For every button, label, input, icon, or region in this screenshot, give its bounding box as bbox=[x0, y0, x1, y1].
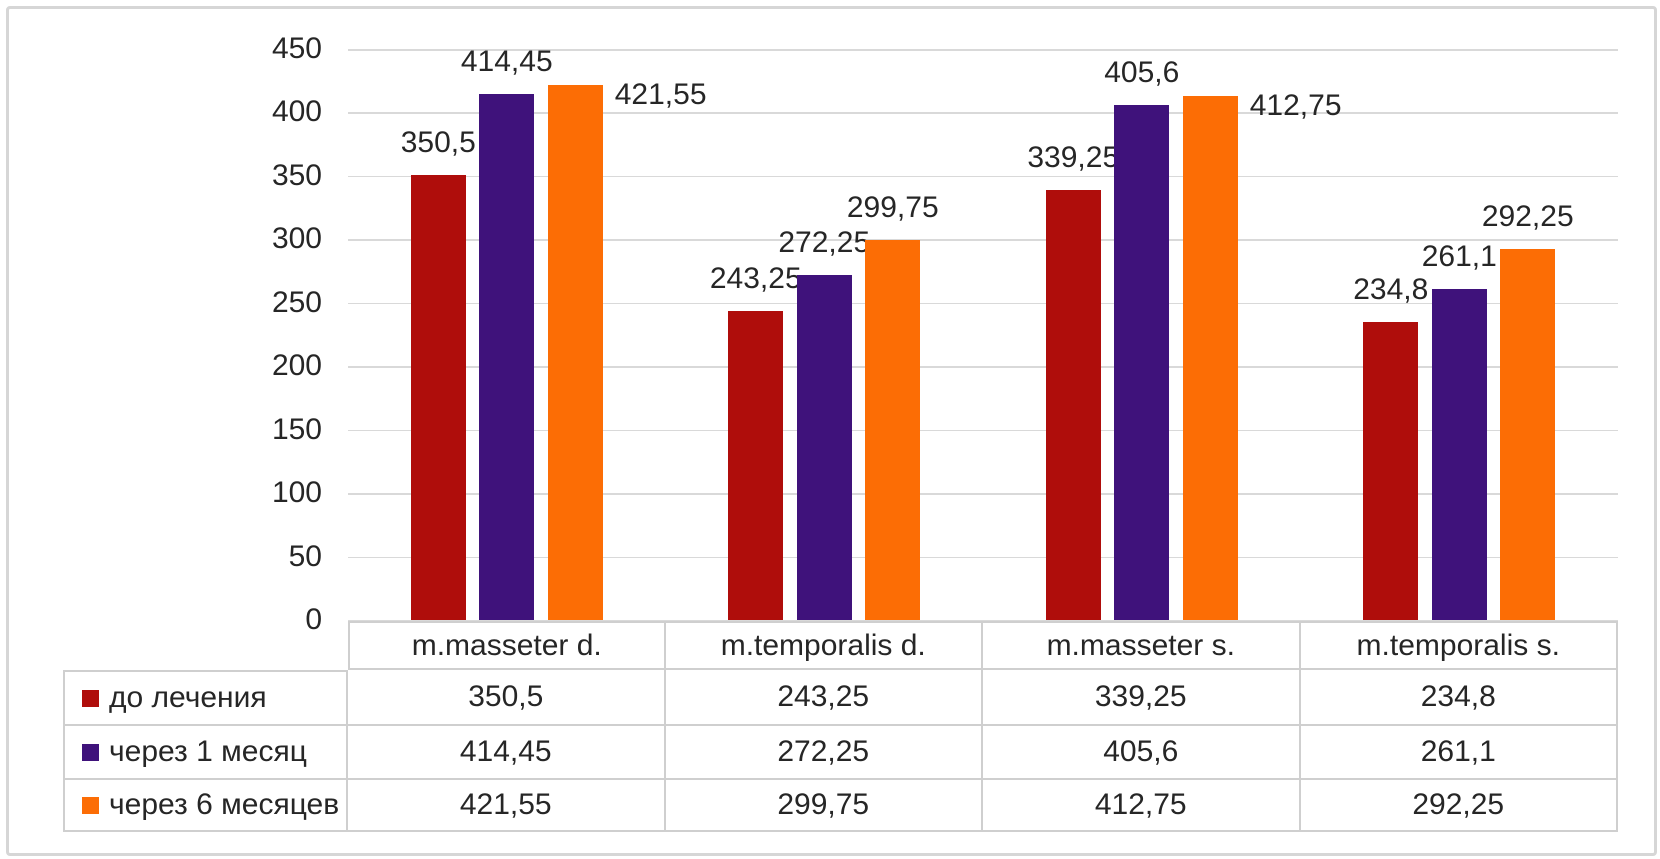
table-header-cell: m.masseter s. bbox=[983, 621, 1301, 670]
bar-series3-m-temporalis-d- bbox=[865, 239, 921, 620]
bar-value-label: 414,45 bbox=[460, 45, 553, 79]
bar-value-label: 299,75 bbox=[846, 190, 939, 224]
table-value-cell: 299,75 bbox=[665, 780, 983, 832]
bar-value-label: 292,25 bbox=[1481, 200, 1574, 234]
bar-series2-m-temporalis-d- bbox=[796, 274, 852, 620]
bar-value-label: 405,6 bbox=[1104, 56, 1180, 90]
table-header-cell: m.temporalis d. bbox=[665, 621, 983, 670]
bar-series3-m-masseter-d- bbox=[547, 85, 603, 620]
table-value-cell: 350,5 bbox=[348, 670, 666, 726]
bar-value-label: 234,8 bbox=[1353, 273, 1429, 307]
bar-series1-m-temporalis-d- bbox=[728, 311, 784, 620]
table-value-cell: 272,25 bbox=[665, 726, 983, 780]
y-axis-tick-label: 150 bbox=[271, 412, 322, 446]
bar-series1-m-masseter-d- bbox=[410, 175, 466, 620]
table-value-cell: 234,8 bbox=[1300, 670, 1618, 726]
table-header-cell: m.masseter d. bbox=[348, 621, 666, 670]
gridline bbox=[348, 175, 1618, 178]
gridline bbox=[348, 556, 1618, 559]
series-color-swatch-icon bbox=[82, 689, 99, 707]
legend-series-name: до лечения bbox=[109, 681, 267, 714]
series-color-swatch-icon bbox=[82, 796, 99, 814]
table-value-cell: 243,25 bbox=[665, 670, 983, 726]
legend-series-name: через 6 месяцев bbox=[109, 788, 340, 821]
gridline bbox=[348, 429, 1618, 432]
bar-value-label: 421,55 bbox=[614, 78, 707, 112]
bar-series3-m-temporalis-s- bbox=[1500, 249, 1556, 620]
table-value-cell: 261,1 bbox=[1300, 726, 1618, 780]
bar-value-label: 261,1 bbox=[1421, 239, 1497, 273]
table-header-cell: m.temporalis s. bbox=[1300, 621, 1618, 670]
gridline bbox=[348, 112, 1618, 114]
gridline bbox=[348, 302, 1618, 305]
bar-series1-m-temporalis-s- bbox=[1363, 322, 1419, 620]
y-axis-tick-label: 200 bbox=[271, 349, 322, 383]
bar-series2-m-masseter-d- bbox=[479, 94, 535, 620]
y-axis-tick-label: 0 bbox=[305, 603, 322, 636]
y-axis-tick-label: 350 bbox=[271, 158, 322, 192]
series-color-swatch-icon bbox=[82, 743, 99, 761]
gridline bbox=[348, 366, 1618, 368]
table-value-cell: 421,55 bbox=[348, 780, 666, 832]
bar-value-label: 243,25 bbox=[709, 262, 802, 296]
y-axis-tick-label: 250 bbox=[271, 285, 322, 319]
table-value-cell: 412,75 bbox=[983, 780, 1301, 832]
bar-series3-m-masseter-s- bbox=[1182, 96, 1238, 620]
gridline bbox=[348, 239, 1618, 241]
table-value-cell: 414,45 bbox=[348, 726, 666, 780]
bar-value-label: 339,25 bbox=[1027, 140, 1120, 174]
legend-row-label: через 6 месяцев bbox=[63, 780, 348, 832]
y-axis-tick-label: 300 bbox=[271, 222, 322, 256]
y-axis-tick-label: 450 bbox=[271, 32, 322, 65]
bar-value-label: 350,5 bbox=[400, 126, 476, 160]
bar-series2-m-temporalis-s- bbox=[1431, 288, 1487, 620]
legend-row-label: до лечения bbox=[63, 670, 348, 726]
bar-value-label: 412,75 bbox=[1249, 89, 1342, 123]
table-value-cell: 405,6 bbox=[983, 726, 1301, 780]
y-axis-tick-label: 100 bbox=[271, 476, 322, 510]
table-value-cell: 292,25 bbox=[1300, 780, 1618, 832]
bar-series2-m-masseter-s- bbox=[1114, 105, 1170, 620]
gridline bbox=[348, 493, 1618, 495]
gridline bbox=[348, 49, 1618, 51]
legend-series-name: через 1 месяц bbox=[109, 735, 307, 768]
bar-value-label: 272,25 bbox=[778, 225, 871, 259]
y-axis-tick-label: 400 bbox=[271, 95, 322, 129]
y-axis-tick-label: 50 bbox=[288, 539, 322, 573]
bar-series1-m-masseter-s- bbox=[1045, 189, 1101, 620]
legend-row-label: через 1 месяц bbox=[63, 726, 348, 780]
gridline bbox=[348, 620, 1618, 622]
table-value-cell: 339,25 bbox=[983, 670, 1301, 726]
